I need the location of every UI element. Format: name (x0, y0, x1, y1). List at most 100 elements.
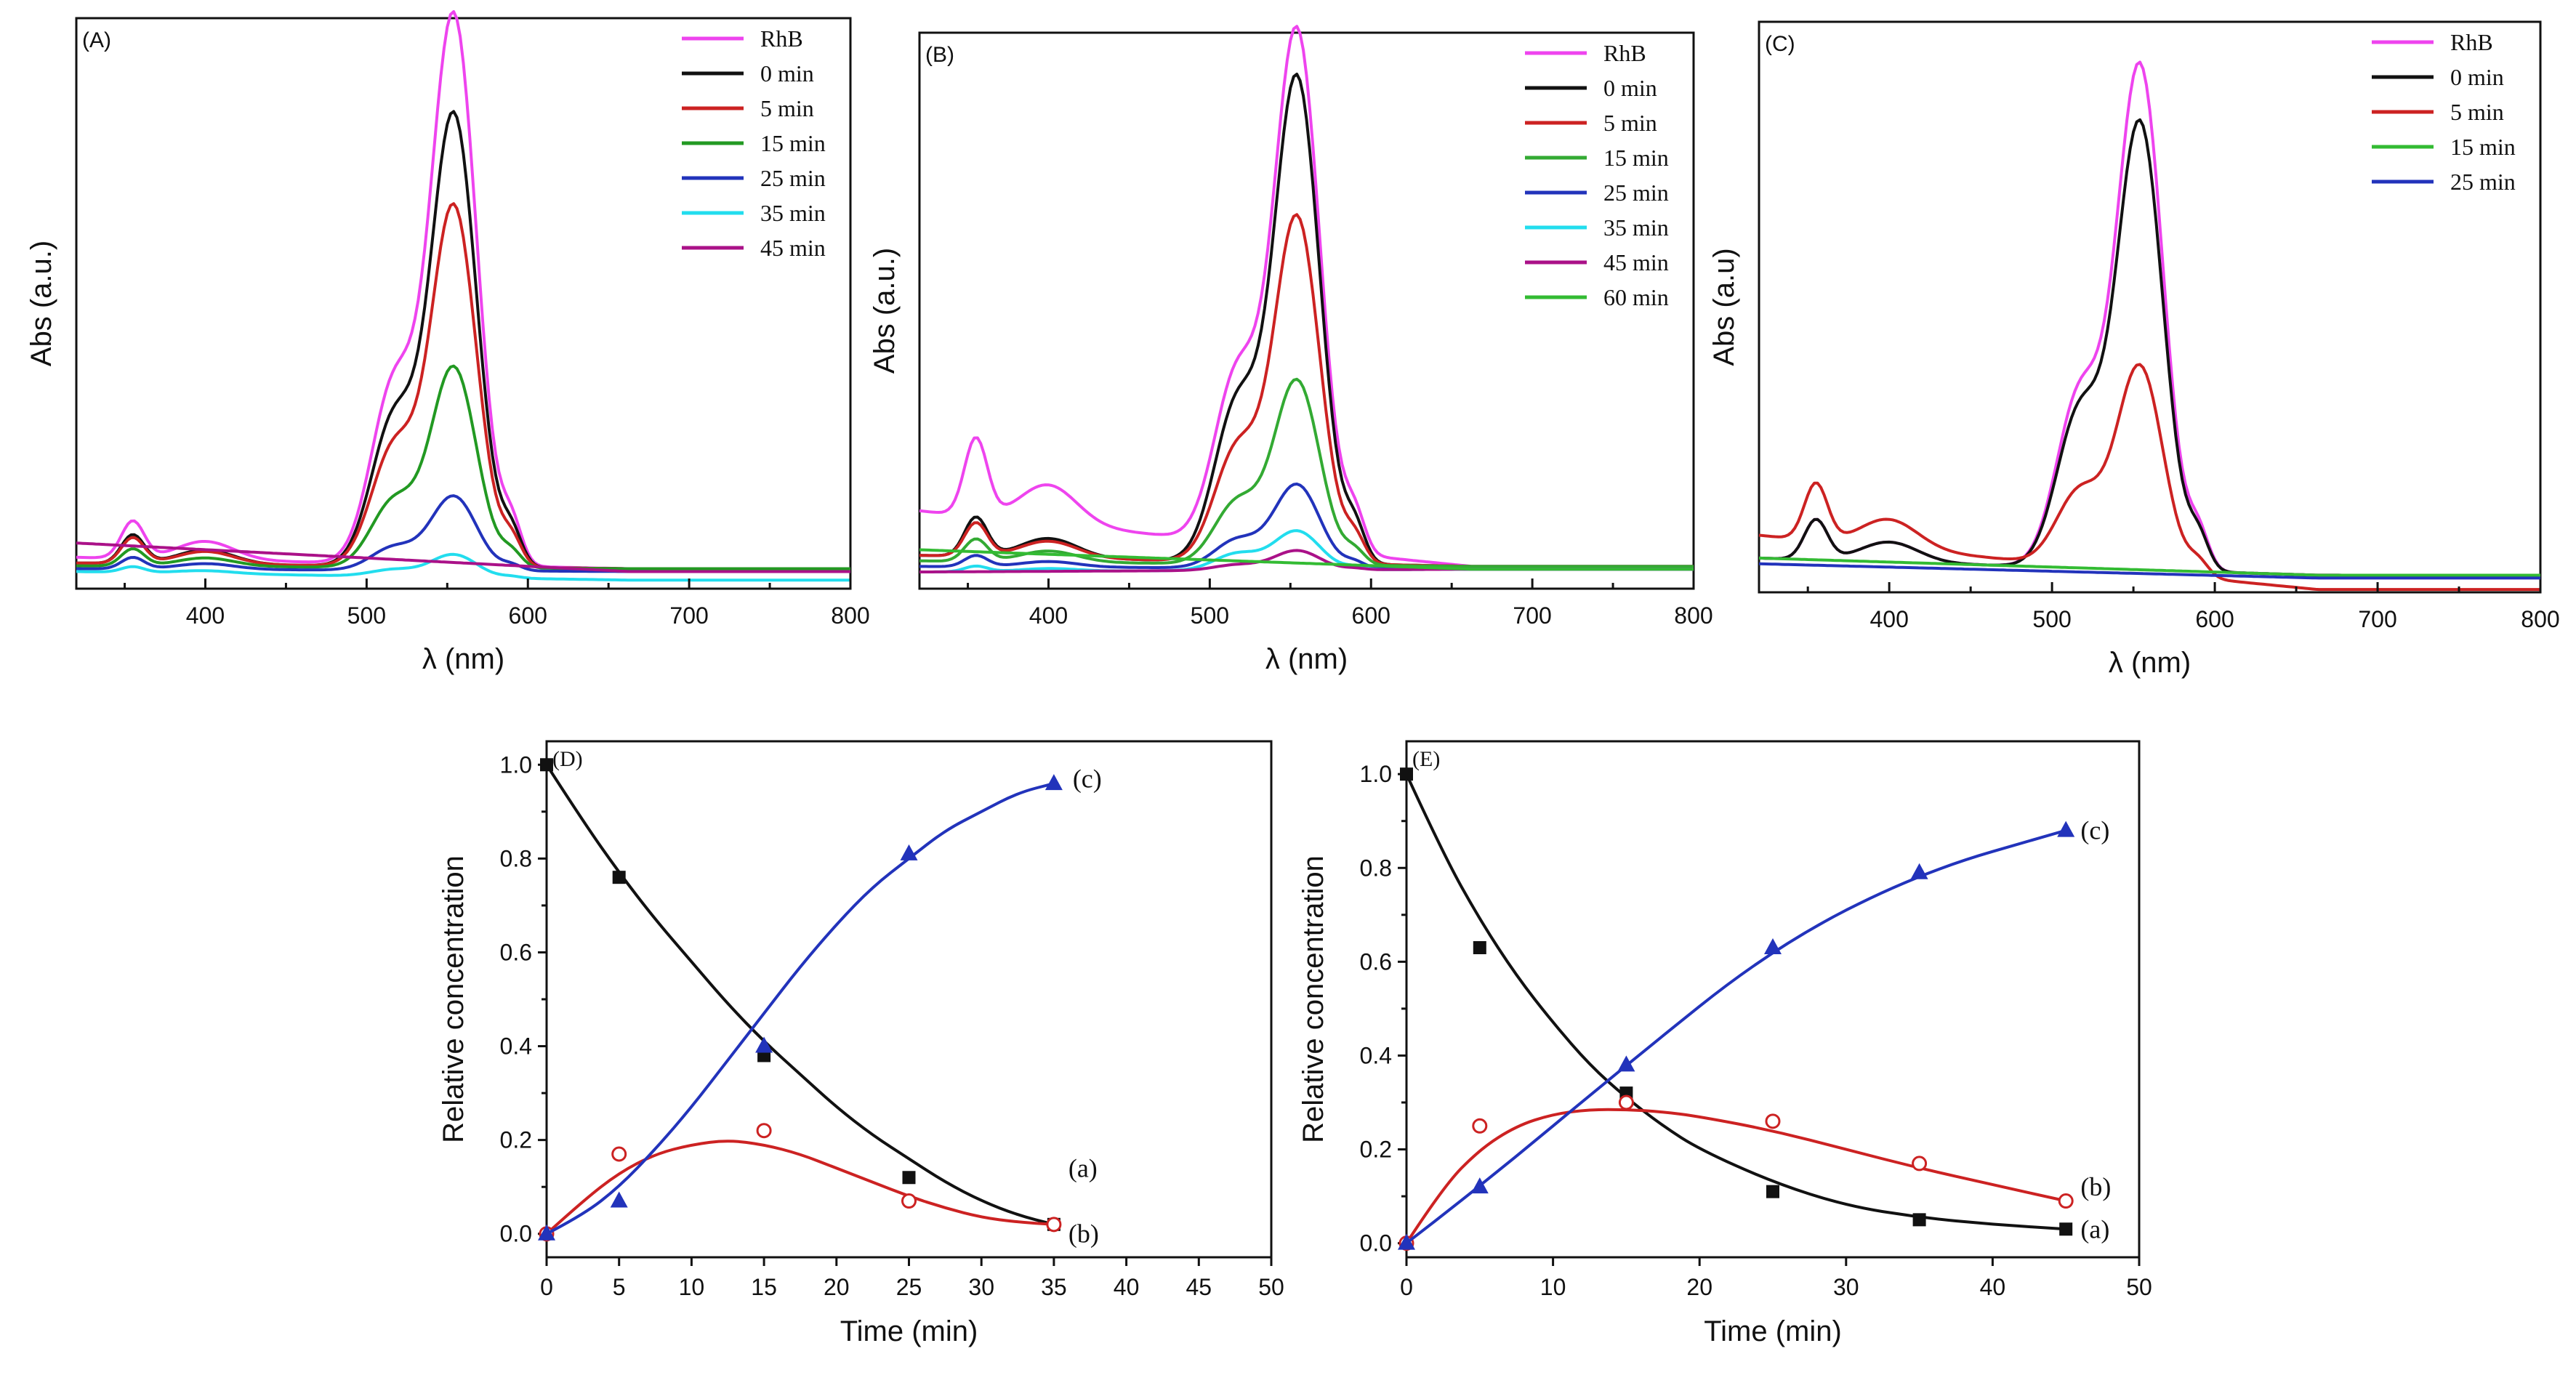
series-line-60-min (919, 548, 1694, 571)
x-tick-label: 400 (186, 602, 225, 629)
x-tick-label: 600 (2195, 606, 2234, 632)
legend-label: 5 min (1603, 110, 1657, 136)
x-tick-label: 40 (1114, 1274, 1140, 1300)
x-tick-label: 10 (679, 1274, 705, 1300)
y-tick-label: 0.0 (500, 1221, 532, 1247)
x-tick-label: 15 (751, 1274, 777, 1300)
curve-label: (a) (2080, 1214, 2109, 1243)
curve-label: (c) (1073, 765, 1102, 794)
x-tick-label: 700 (2358, 606, 2396, 632)
data-point-square (1912, 1213, 1926, 1227)
plot-frame (75, 17, 852, 590)
legend-label: 0 min (2450, 64, 2504, 90)
x-tick-label: 700 (669, 602, 708, 629)
x-tick-label: 50 (2126, 1274, 2152, 1300)
series-line-5-min (919, 213, 1694, 568)
data-point-triangle (1910, 863, 1928, 879)
curve-label: (a) (1068, 1153, 1098, 1182)
legend-label: 35 min (760, 200, 826, 226)
y-tick-label: 1.0 (1360, 761, 1392, 787)
x-axis-title: Time (min) (840, 1315, 978, 1347)
legend-label: 45 min (760, 235, 826, 261)
x-tick-label: 30 (968, 1274, 994, 1300)
y-tick-label: 0.8 (500, 845, 532, 871)
x-axis-title: λ (nm) (2109, 647, 2191, 679)
data-point-triangle (1617, 1055, 1635, 1072)
curve-label: (b) (1068, 1219, 1099, 1249)
data-point-square (902, 1171, 916, 1185)
data-point-square (540, 758, 553, 772)
x-tick-label: 35 (1041, 1274, 1067, 1300)
y-axis-title: Abs (a.u.) (869, 248, 901, 374)
x-tick-label: 45 (1186, 1274, 1212, 1300)
panel-e: 0 10 20 30 40 50 0.0 0.2 0.4 0.6 0.8 1.0 (E) Time (mi… (1297, 740, 2152, 1347)
x-axis-title: λ (nm) (1265, 643, 1348, 675)
legend-label: 15 min (2450, 134, 2516, 160)
x-tick-label: 10 (1540, 1274, 1566, 1300)
panel-d: 0 5 10 15 20 25 30 35 40 45 50 0.0 0.2 0.4 0.6 0.8 1.0 (D… (438, 740, 1284, 1347)
x-tick-label: 700 (1513, 602, 1551, 629)
legend-label: 25 min (1603, 180, 1669, 206)
y-tick-label: 0.6 (500, 939, 532, 965)
plot-frame (1405, 740, 2141, 1259)
plot-frame (1758, 20, 2542, 594)
fit-curve-b (1405, 1108, 2066, 1244)
data-point-triangle (1398, 1233, 1415, 1250)
data-point-triangle (1470, 1177, 1489, 1194)
x-tick-label: 800 (1674, 602, 1712, 629)
legend-label: 15 min (760, 130, 826, 156)
curve-label: (c) (2080, 816, 2109, 845)
x-tick-label: 500 (2032, 606, 2071, 632)
legend-label: 25 min (760, 165, 826, 191)
panel-label: (A) (82, 28, 111, 52)
legend-label: RhB (2450, 29, 2493, 55)
legend-label: 5 min (2450, 99, 2504, 125)
data-point-triangle (755, 1036, 773, 1053)
data-point-circle (756, 1123, 772, 1139)
y-axis-title: Relative concentration (1297, 855, 1329, 1143)
series-line-25-min (919, 483, 1694, 571)
x-tick-label: 20 (1686, 1274, 1712, 1300)
legend-label: 35 min (1603, 214, 1669, 241)
x-tick-label: 25 (896, 1274, 922, 1300)
series-line-25-min (1758, 562, 2540, 580)
panel-label: (B) (925, 43, 954, 67)
series-line-15-min (1758, 556, 2540, 577)
legend-label: 0 min (1603, 75, 1657, 101)
y-tick-label: 0.6 (1360, 948, 1392, 975)
data-point-square (1400, 767, 1413, 781)
panel-c: 400 500 600 700 800 (C) λ (nm) Abs (a.u) RhB 0 mi… (1708, 20, 2560, 679)
series-line-5-min (1758, 363, 2540, 592)
x-tick-label: 50 (1258, 1274, 1284, 1300)
x-tick-label: 500 (347, 602, 386, 629)
series-line-45-min (76, 541, 850, 573)
data-point-circle (611, 1146, 627, 1162)
y-axis-title: Abs (a.u.) (25, 241, 57, 366)
legend-label: 60 min (1603, 284, 1669, 310)
panel-label: (D) (552, 747, 583, 771)
x-tick-label: 40 (1980, 1274, 2006, 1300)
y-tick-label: 0.4 (500, 1033, 532, 1060)
data-point-circle (1912, 1156, 1928, 1172)
y-tick-label: 1.0 (500, 751, 532, 778)
legend-label: 25 min (2450, 169, 2516, 195)
x-tick-label: 400 (1869, 606, 1908, 632)
plot-frame (918, 31, 1695, 590)
fit-curve-a (545, 764, 1055, 1226)
y-axis-title: Abs (a.u) (1708, 248, 1740, 366)
x-tick-label: 20 (824, 1274, 850, 1300)
x-tick-label: 400 (1029, 602, 1068, 629)
data-point-triangle (1045, 774, 1063, 791)
data-point-triangle (1764, 938, 1782, 954)
data-point-circle (1618, 1094, 1634, 1110)
fit-curve-c (546, 782, 1055, 1235)
data-point-circle (901, 1193, 917, 1209)
legend-label: RhB (760, 25, 803, 52)
data-point-square (2059, 1222, 2073, 1236)
y-tick-label: 0.2 (500, 1127, 532, 1153)
series-line-15-min (919, 377, 1694, 568)
data-point-circle (1472, 1118, 1488, 1134)
x-tick-label: 600 (1352, 602, 1390, 629)
series-line-0-min (76, 110, 850, 570)
data-point-triangle (2057, 820, 2075, 837)
